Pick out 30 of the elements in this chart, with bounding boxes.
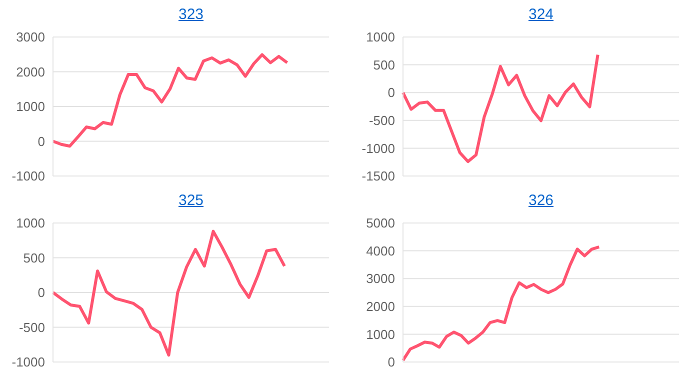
line-series — [52, 230, 286, 357]
y-tick-label: 500 — [23, 250, 45, 266]
y-tick-label: 0 — [388, 354, 395, 370]
y-tick-label: 5000 — [366, 216, 395, 231]
y-tick-label: 3000 — [16, 30, 45, 45]
line-series — [402, 53, 600, 164]
line-series — [402, 245, 601, 362]
y-tick-label: -500 — [368, 113, 395, 128]
y-tick-label: 1000 — [16, 216, 45, 231]
y-tick-label: -1000 — [12, 354, 45, 370]
chart-title: 323 — [177, 6, 205, 23]
y-tick-label: 500 — [373, 57, 395, 72]
y-tick-label: 1000 — [366, 30, 395, 45]
y-tick-label: 1000 — [366, 326, 395, 342]
chart-title: 326 — [527, 192, 555, 209]
chart-title: 325 — [177, 192, 205, 209]
y-tick-label: 2000 — [366, 299, 395, 314]
y-tick-label: 2000 — [16, 64, 45, 80]
y-tick-label: 3000 — [366, 271, 395, 286]
line-series — [52, 53, 289, 148]
y-tick-label: -1000 — [12, 168, 45, 184]
y-tick-label: 1000 — [16, 99, 45, 114]
y-tick-label: -1000 — [362, 140, 395, 156]
chart-title: 324 — [527, 6, 555, 23]
y-tick-label: -500 — [18, 320, 45, 335]
y-tick-label: 0 — [388, 85, 395, 100]
y-tick-label: 4000 — [366, 243, 395, 258]
y-tick-label: 0 — [38, 134, 45, 149]
y-tick-label: -1500 — [362, 168, 395, 184]
y-tick-label: 0 — [38, 285, 45, 300]
